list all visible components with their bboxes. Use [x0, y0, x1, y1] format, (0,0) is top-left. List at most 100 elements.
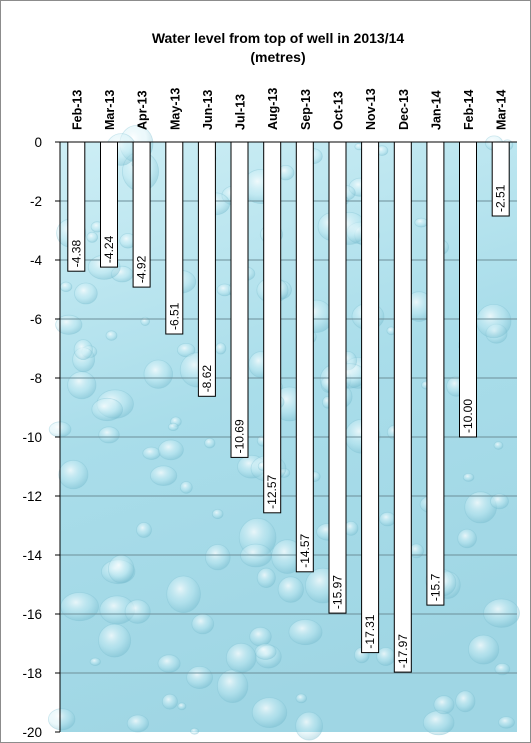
water-droplet: [58, 459, 89, 490]
water-droplet: [98, 426, 120, 444]
water-droplet: [215, 342, 227, 355]
water-droplet: [254, 643, 277, 660]
y-tick-label: -10: [22, 430, 42, 445]
category-label: Dec-13: [397, 89, 411, 130]
water-droplet: [91, 397, 123, 422]
water-droplet: [379, 511, 397, 527]
water-droplet: [167, 422, 179, 431]
y-tick-label: -18: [22, 666, 42, 681]
water-droplet: [86, 231, 98, 243]
water-droplet: [476, 303, 512, 339]
bar-Aug-13: [263, 141, 282, 514]
water-droplet: [73, 339, 93, 361]
water-droplet: [124, 599, 151, 624]
water-droplet: [455, 690, 476, 713]
category-label: May-13: [168, 88, 182, 130]
category-label: Mar-13: [103, 90, 117, 130]
water-droplet: [166, 575, 201, 613]
y-tick-label: 0: [34, 135, 42, 150]
water-droplet: [225, 642, 257, 673]
water-droplet: [179, 481, 193, 494]
water-droplet: [48, 708, 76, 731]
category-label: Jan-14: [429, 90, 443, 130]
water-droplet: [186, 666, 214, 690]
water-droplet: [493, 441, 504, 450]
category-label: Nov-13: [364, 88, 378, 130]
bar-Dec-13: [393, 141, 412, 673]
water-droplet: [467, 634, 500, 665]
water-droplet: [142, 446, 161, 460]
water-droplet: [249, 626, 272, 647]
water-droplet: [157, 654, 181, 673]
bars: -4.38 -4.24 -4.92 -6.51 -8.62 -10.69 -12.57 -14…: [67, 141, 510, 673]
y-axis-ticks: 0 -2 -4 -6 -8 -10 -12 -14 -16 -18 -20: [22, 135, 60, 740]
y-tick-label: -16: [22, 607, 42, 622]
bar-Nov-13: [361, 141, 380, 654]
water-droplet: [89, 657, 101, 666]
category-label: Mar-14: [495, 90, 509, 130]
water-droplet: [490, 493, 509, 510]
category-label: Feb-13: [70, 90, 84, 130]
water-droplet: [204, 437, 216, 449]
water-droplet: [60, 592, 99, 622]
y-tick-label: -12: [22, 489, 42, 504]
bar-Jun-13: [197, 141, 216, 397]
data-label-Jun-13: -8.62: [200, 365, 214, 393]
water-droplet: [295, 711, 324, 741]
water-droplet: [59, 281, 73, 293]
data-label-Mar-13: -4.24: [102, 235, 116, 263]
water-droplet: [288, 619, 323, 646]
data-label-Feb-14: -10.00: [461, 399, 475, 433]
data-label-Oct-13: -15.97: [331, 575, 345, 609]
plot-area: [48, 125, 520, 741]
water-droplet: [295, 693, 308, 704]
data-label-Feb-13: -4.38: [69, 240, 83, 268]
water-droplet: [105, 330, 118, 341]
data-label-Dec-13: -17.97: [396, 634, 410, 668]
data-label-Nov-13: -17.31: [363, 614, 377, 648]
y-tick-label: -2: [30, 194, 42, 209]
category-label: Feb-14: [462, 90, 476, 130]
data-label-Mar-14: -2.51: [494, 184, 508, 212]
data-label-Jan-14: -15.7: [428, 573, 442, 601]
y-tick-label: -4: [30, 253, 42, 268]
category-label: Sep-13: [299, 89, 313, 130]
water-droplet: [457, 528, 477, 549]
bar-Jan-14: [426, 141, 445, 606]
water-droplet: [98, 623, 132, 658]
water-droplet: [433, 695, 455, 715]
data-label-Apr-13: -4.92: [135, 255, 149, 283]
water-droplet: [483, 598, 520, 628]
water-droplet: [190, 727, 200, 735]
chart-title: Water level from top of well in 2013/14: [152, 30, 405, 46]
x-axis-categories: Feb-13 Mar-13 Apr-13 May-13 Jun-13 Jul-13 Aug-…: [70, 88, 508, 130]
data-label-Jul-13: -10.69: [233, 419, 247, 453]
water-droplet: [140, 316, 151, 326]
water-droplet: [205, 544, 231, 571]
water-droplet: [177, 702, 187, 711]
category-label: Oct-13: [332, 91, 346, 130]
water-droplet: [136, 522, 152, 538]
bar-Oct-13: [328, 141, 347, 614]
water-droplet: [126, 714, 149, 733]
water-droplet: [55, 314, 83, 335]
bar-Jul-13: [230, 141, 249, 458]
water-droplet: [277, 576, 304, 603]
bar-Feb-14: [459, 141, 477, 438]
water-droplet: [176, 342, 196, 358]
water-droplet: [216, 669, 249, 703]
water-droplet: [256, 567, 276, 589]
water-droplet: [67, 371, 97, 400]
water-droplet: [150, 465, 178, 486]
water-droplet: [74, 282, 98, 305]
water-droplet: [462, 472, 475, 482]
axes: [59, 141, 517, 732]
category-label: Jun-13: [201, 90, 215, 130]
y-tick-label: -14: [22, 548, 42, 563]
water-droplet: [414, 217, 429, 228]
category-label: Aug-13: [266, 88, 280, 130]
water-droplet: [494, 662, 511, 676]
y-tick-label: -6: [30, 312, 42, 327]
water-droplet: [211, 508, 224, 520]
water-droplet: [422, 710, 455, 736]
